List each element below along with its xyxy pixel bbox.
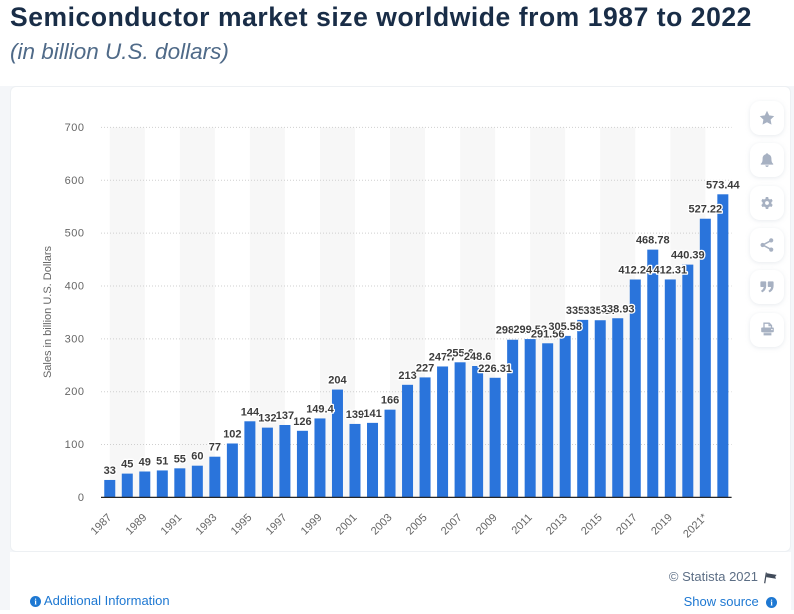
svg-text:144: 144 [241, 406, 260, 418]
svg-text:305.58: 305.58 [548, 321, 582, 333]
svg-text:60: 60 [191, 451, 203, 463]
svg-text:Sales in billion U.S. Dollars: Sales in billion U.S. Dollars [42, 245, 54, 378]
svg-text:33: 33 [104, 465, 116, 477]
svg-text:100: 100 [65, 439, 85, 451]
svg-text:400: 400 [65, 280, 85, 292]
svg-text:2007: 2007 [439, 512, 465, 538]
svg-text:527.22: 527.22 [688, 204, 722, 216]
svg-text:338.93: 338.93 [601, 303, 635, 315]
svg-text:139: 139 [346, 409, 364, 421]
svg-text:55: 55 [174, 453, 186, 465]
svg-text:300: 300 [65, 333, 85, 345]
svg-text:247.7: 247.7 [429, 351, 457, 363]
svg-text:126: 126 [293, 416, 311, 428]
svg-text:412.31: 412.31 [653, 264, 687, 276]
svg-text:1999: 1999 [299, 512, 325, 538]
svg-text:0: 0 [78, 492, 85, 504]
svg-text:1989: 1989 [124, 512, 150, 538]
svg-text:2009: 2009 [474, 512, 500, 538]
svg-text:335.84: 335.84 [566, 305, 601, 317]
svg-text:1995: 1995 [229, 512, 255, 538]
svg-text:141: 141 [363, 408, 381, 420]
svg-text:49: 49 [139, 457, 151, 469]
svg-text:1997: 1997 [264, 512, 290, 538]
svg-text:2013: 2013 [544, 512, 570, 538]
svg-text:2011: 2011 [510, 512, 535, 537]
svg-text:2005: 2005 [404, 512, 430, 538]
svg-text:i: i [34, 596, 37, 606]
svg-text:299.52: 299.52 [513, 324, 547, 336]
svg-text:102: 102 [223, 428, 241, 440]
svg-text:412.24: 412.24 [618, 265, 653, 277]
svg-text:77: 77 [209, 442, 221, 454]
svg-text:2021*: 2021* [681, 511, 710, 540]
svg-text:213: 213 [398, 370, 416, 382]
svg-text:600: 600 [65, 175, 85, 187]
svg-text:200: 200 [65, 386, 85, 398]
svg-text:1987: 1987 [89, 512, 115, 538]
svg-text:i: i [770, 597, 773, 607]
svg-text:335.17: 335.17 [583, 305, 617, 317]
svg-text:226.31: 226.31 [478, 363, 512, 375]
svg-text:298.32: 298.32 [496, 325, 530, 337]
svg-text:468.78: 468.78 [636, 235, 670, 247]
svg-text:255.6: 255.6 [446, 347, 474, 359]
svg-text:45: 45 [121, 459, 133, 471]
svg-text:2015: 2015 [579, 512, 605, 538]
svg-text:2017: 2017 [614, 512, 640, 538]
svg-text:500: 500 [65, 228, 85, 240]
svg-text:2019: 2019 [649, 512, 675, 538]
svg-text:440.39: 440.39 [671, 250, 705, 262]
svg-text:227: 227 [416, 362, 434, 374]
svg-text:204: 204 [328, 375, 347, 387]
svg-text:248.6: 248.6 [464, 351, 492, 363]
svg-text:291.56: 291.56 [531, 328, 565, 340]
svg-text:2001: 2001 [334, 512, 360, 538]
svg-text:132: 132 [258, 413, 276, 425]
svg-text:149.4: 149.4 [306, 403, 334, 415]
svg-text:166: 166 [381, 395, 399, 407]
svg-text:1991: 1991 [159, 512, 185, 538]
svg-text:137: 137 [276, 410, 294, 422]
svg-text:573.44: 573.44 [706, 179, 741, 191]
svg-text:700: 700 [65, 122, 85, 134]
svg-text:2003: 2003 [369, 512, 395, 538]
svg-text:51: 51 [156, 455, 168, 467]
svg-text:1993: 1993 [194, 512, 220, 538]
